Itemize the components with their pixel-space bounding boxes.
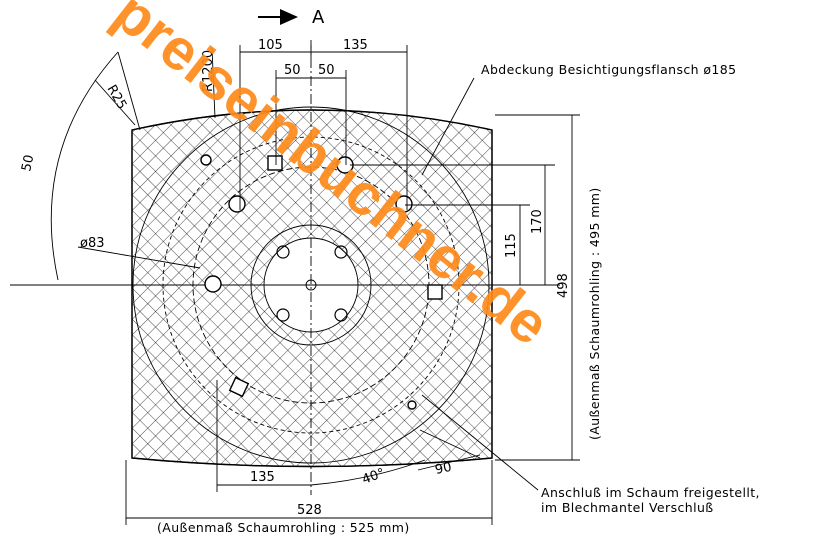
dim-50-left: 50 [284,63,301,78]
note-connection-line2: im Blechmantel Verschluß [541,500,714,515]
dim-105: 105 [258,38,283,53]
dim-d83: ø83 [80,236,105,251]
note-foam-width: (Außenmaß Schaumrohling : 525 mm) [157,520,410,535]
right-dimensions [350,114,580,461]
note-cover-flange: Abdeckung Besichtigungsflansch ø185 [481,62,736,77]
dim-170: 170 [530,209,545,234]
dim-528: 528 [297,503,322,518]
dim-r25: R25 [104,83,130,113]
center-lines [10,40,560,495]
view-arrow: A [258,7,325,28]
dim-135-top: 135 [343,38,368,53]
cover-flange-leader [421,77,475,176]
dim-angle-40: 40° [360,466,387,488]
top-dimensions [239,45,408,210]
dim-135-bottom: 135 [250,470,275,485]
dim-arc-50: 50 [19,154,37,173]
note-connection-line1: Anschluß im Schaum freigestellt, [541,485,760,500]
bottom-dimensions [125,380,493,525]
dim-50-right: 50 [318,63,335,78]
note-foam-height: (Außenmaß Schaumrohling : 495 mm) [587,187,602,440]
foam-outline [131,109,493,468]
dim-90: 90 [434,460,453,478]
left-radius-dimensions [50,47,216,281]
inner-bolt-holes [276,245,348,322]
dim-115: 115 [504,233,519,258]
dim-498: 498 [556,273,571,298]
outer-holes [200,154,443,410]
dim-r1200: R1200 [201,50,216,92]
connection-leader [421,394,539,491]
view-marker-label: A [312,7,325,28]
